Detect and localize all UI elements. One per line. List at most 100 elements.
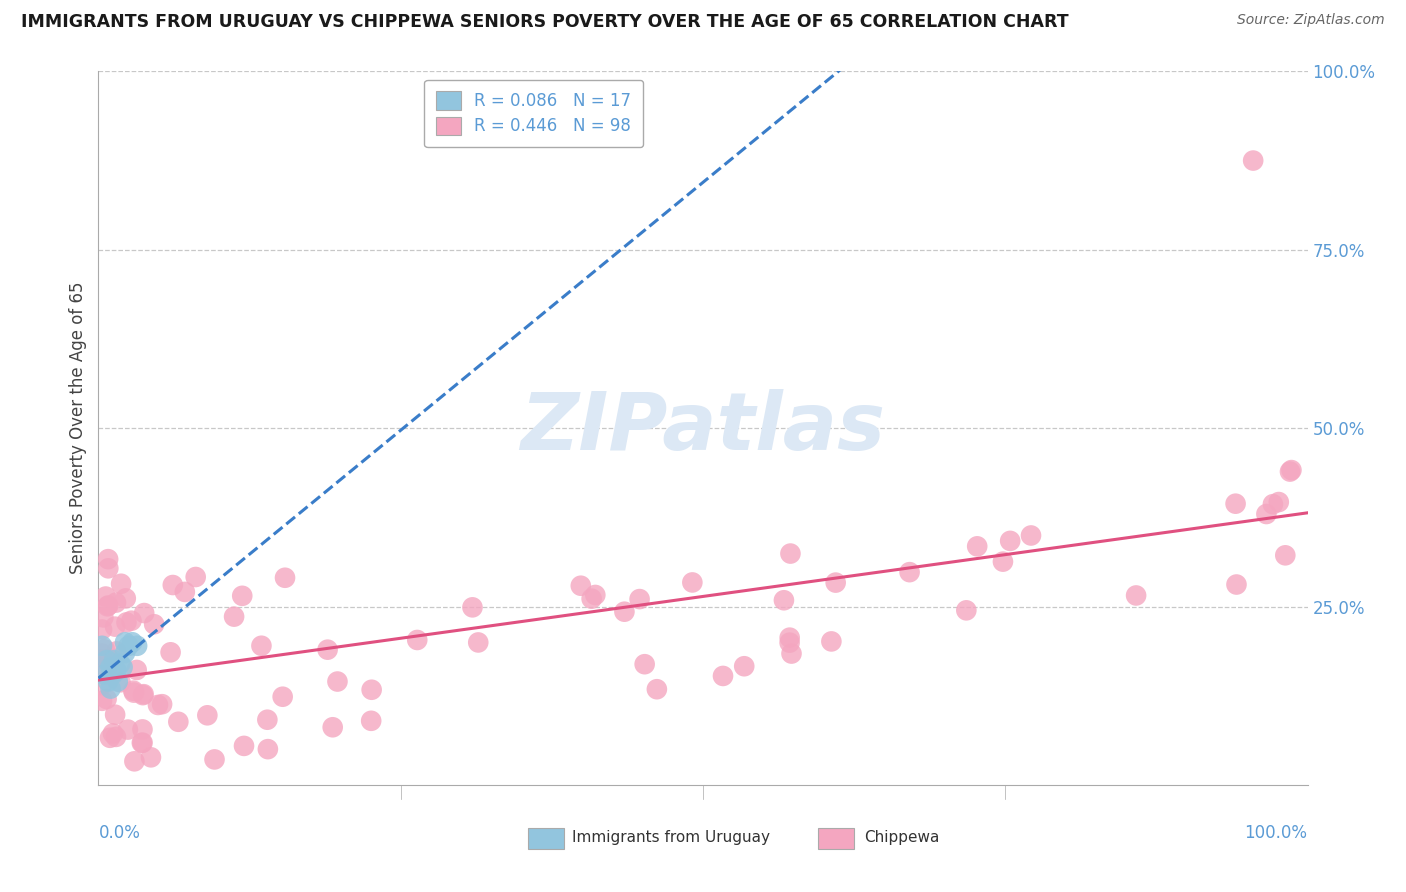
Point [91,623,114,637]
Legend: R = 0.086   N = 17, R = 0.446   N = 98: R = 0.086 N = 17, R = 0.446 N = 98 [425,79,643,147]
Point [125,663,148,677]
Point [1268,495,1291,509]
Point [93,610,115,624]
Point [110,675,132,690]
Point [104,620,127,634]
Point [184,570,207,584]
Point [96,692,118,706]
Point [114,591,136,606]
Point [1281,463,1303,477]
Point [97,674,120,689]
Point [110,576,132,591]
Point [96,653,118,667]
Point [1278,465,1301,479]
Point [955,603,977,617]
Point [91,678,114,692]
Point [1274,549,1296,563]
Point [93,667,115,681]
Point [991,555,1014,569]
Point [322,720,344,734]
Text: ZIPatlas: ZIPatlas [520,389,886,467]
Point [96,665,118,679]
Point [91,694,114,708]
Point [134,606,156,620]
Point [100,681,122,696]
Point [360,714,382,728]
Point [114,646,136,660]
Point [467,635,489,649]
Point [583,588,606,602]
Point [98,731,121,745]
Point [274,571,297,585]
Point [124,754,146,768]
Y-axis label: Seniors Poverty Over the Age of 65: Seniors Poverty Over the Age of 65 [69,282,87,574]
Point [150,697,173,711]
Point [966,539,988,553]
Point [779,635,801,649]
Text: 100.0%: 100.0% [1244,824,1308,842]
Point [1019,528,1042,542]
Point [132,687,155,701]
Point [104,596,127,610]
Point [127,639,149,653]
Point [204,752,226,766]
FancyBboxPatch shape [527,828,564,849]
Point [98,652,121,666]
Point [581,591,603,606]
Point [231,589,253,603]
Point [91,647,114,661]
Point [233,739,256,753]
Point [998,533,1021,548]
Point [115,615,138,630]
Point [121,614,143,628]
Point [101,726,124,740]
Point [1125,589,1147,603]
Point [131,723,153,737]
Text: Source: ZipAtlas.com: Source: ZipAtlas.com [1237,13,1385,28]
Point [1261,497,1284,511]
Point [824,575,846,590]
Point [779,631,801,645]
Point [271,690,294,704]
Point [406,632,429,647]
Point [780,647,803,661]
Point [613,605,636,619]
Point [1225,577,1247,591]
Point [117,723,139,737]
Point [162,578,184,592]
Point [104,730,127,744]
Text: Chippewa: Chippewa [863,830,939,845]
Point [101,667,124,681]
Point [257,742,280,756]
Point [569,579,592,593]
Point [93,642,115,657]
Point [114,635,136,649]
Point [634,657,657,672]
Point [111,660,134,674]
Point [121,635,143,649]
Point [820,634,842,648]
Point [360,682,382,697]
Point [131,736,153,750]
Point [326,674,349,689]
Point [146,698,169,712]
Point [107,674,129,689]
Point [131,736,153,750]
Text: 0.0%: 0.0% [98,824,141,842]
Point [733,659,755,673]
Point [779,547,801,561]
Point [122,685,145,699]
Point [103,653,125,667]
FancyBboxPatch shape [818,828,855,849]
Point [94,590,117,604]
Text: Immigrants from Uruguay: Immigrants from Uruguay [572,830,770,845]
Point [132,688,155,702]
Point [167,714,190,729]
Point [159,645,181,659]
Point [108,657,131,671]
Point [256,713,278,727]
Point [222,609,245,624]
Point [645,682,668,697]
Point [91,652,114,666]
Point [105,664,128,678]
